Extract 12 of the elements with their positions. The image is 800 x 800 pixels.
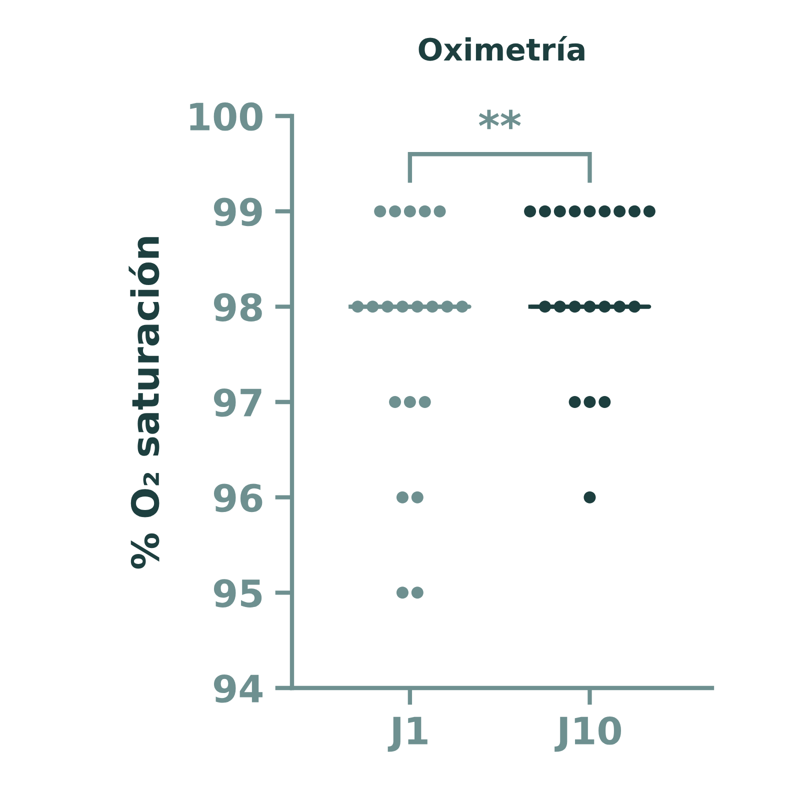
x-tick-label: J1: [388, 716, 428, 752]
chart-title: Oximetría: [418, 36, 584, 61]
y-axis-title: % O₂ saturación: [128, 237, 160, 569]
x-tick-label: J10: [554, 716, 622, 752]
y-tick-label: 98: [214, 293, 262, 322]
annotation: **: [478, 110, 521, 130]
y-tick-label: 94: [214, 674, 262, 703]
y-tick-label: 100: [190, 102, 262, 131]
y-tick-label: 96: [214, 484, 262, 512]
y-tick-label: 97: [214, 388, 262, 417]
y-tick-label: 95: [214, 579, 262, 608]
y-tick-label: 99: [214, 198, 262, 226]
